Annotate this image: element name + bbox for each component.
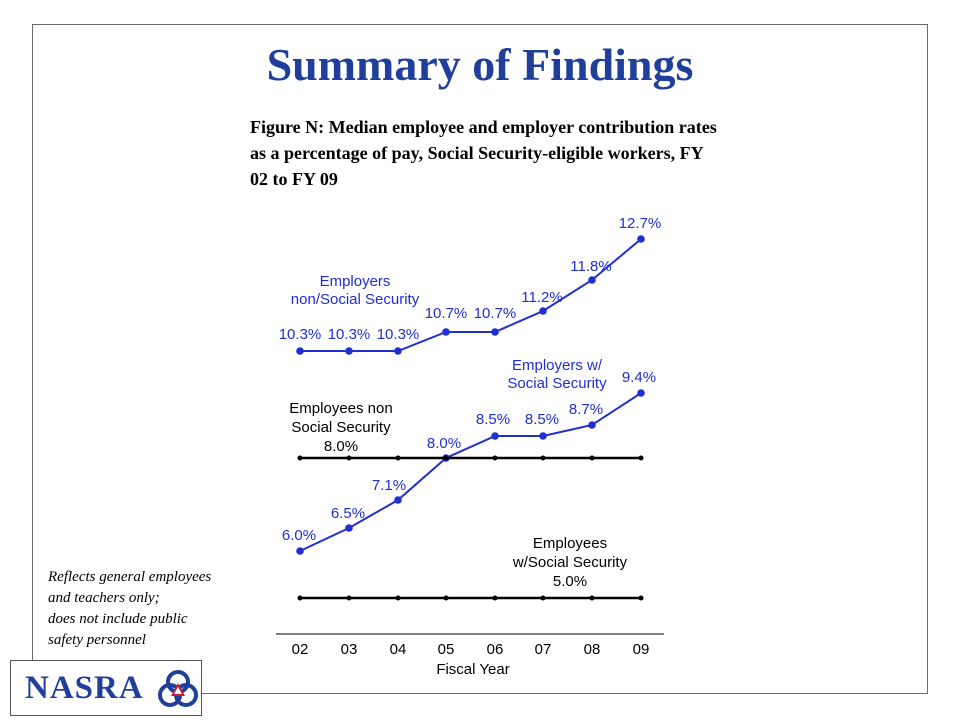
series-label: non/Social Security (291, 291, 420, 308)
footnote-line: safety personnel (48, 632, 146, 648)
series-label: Social Security (291, 419, 391, 436)
data-point (539, 432, 547, 440)
data-point (588, 421, 596, 429)
footnote-line: does not include public (48, 611, 188, 627)
series-line (299, 392, 642, 552)
data-point (443, 455, 449, 461)
footnote: Reflects general employees and teachers … (48, 567, 268, 651)
data-point (296, 547, 304, 555)
footnote-line: and teachers only; (48, 590, 160, 606)
x-tick-label: 09 (633, 641, 650, 658)
nasra-emblem-icon (158, 670, 198, 707)
data-label: 12.7% (619, 215, 662, 232)
series-label: Social Security (507, 375, 607, 392)
series-label: Employers w/ (512, 357, 603, 374)
data-label: 11.2% (521, 289, 562, 306)
data-point (443, 595, 449, 601)
data-point (637, 235, 645, 243)
data-label: 6.5% (331, 505, 365, 522)
data-label: 10.7% (425, 305, 468, 322)
data-point (638, 595, 644, 601)
data-label: 8.7% (569, 401, 603, 418)
data-point (394, 347, 402, 355)
series-label: w/Social Security (512, 554, 628, 571)
data-point (345, 347, 353, 355)
data-label: 8.5% (525, 411, 559, 428)
data-point (395, 595, 401, 601)
data-point (588, 276, 596, 284)
x-axis-label: Fiscal Year (436, 661, 509, 678)
data-point (442, 328, 450, 336)
footnote-line: Reflects general employees (48, 569, 212, 585)
x-tick-label: 05 (438, 641, 455, 658)
x-tick-label: 03 (341, 641, 358, 658)
data-label: 11.8% (570, 258, 611, 275)
data-label: 10.7% (474, 305, 517, 322)
slide-title: Summary of Findings (266, 39, 694, 90)
data-point (540, 455, 546, 461)
data-label: 7.1% (372, 477, 406, 494)
x-tick-label: 06 (487, 641, 504, 658)
data-point (492, 455, 498, 461)
x-tick-label: 08 (584, 641, 601, 658)
x-tick-label: 04 (390, 641, 407, 658)
series-label: 5.0% (553, 573, 587, 590)
data-point (297, 455, 303, 461)
data-point (346, 455, 352, 461)
data-label: 9.4% (622, 369, 656, 386)
data-label: 10.3% (377, 326, 420, 343)
data-label: 8.5% (476, 411, 510, 428)
data-point (296, 347, 304, 355)
data-point (297, 595, 303, 601)
data-label: 10.3% (328, 326, 371, 343)
x-tick-label: 07 (535, 641, 552, 658)
slide-frame (32, 24, 928, 694)
data-point (637, 389, 645, 397)
data-point (491, 328, 499, 336)
data-point (345, 524, 353, 532)
data-label: 8.0% (427, 435, 461, 452)
data-point (589, 595, 595, 601)
series-label: Employers (320, 273, 391, 290)
series-line (300, 238, 642, 352)
series-label: Employees non (289, 400, 392, 417)
logo-text: NASRA (25, 670, 144, 706)
data-point (395, 455, 401, 461)
data-point (491, 432, 499, 440)
data-point (539, 307, 547, 315)
data-label: 10.3% (279, 326, 322, 343)
nasra-logo: NASRA (10, 660, 202, 716)
figure-caption: Figure N: Median employee and employer c… (250, 117, 717, 189)
data-point (346, 595, 352, 601)
x-tick-label: 02 (292, 641, 309, 658)
data-point (540, 595, 546, 601)
data-label: 6.0% (282, 527, 316, 544)
series-label: 8.0% (324, 438, 358, 455)
data-point (492, 595, 498, 601)
series-label: Employees (533, 535, 607, 552)
data-point (394, 496, 402, 504)
data-point (638, 455, 644, 461)
data-point (589, 455, 595, 461)
